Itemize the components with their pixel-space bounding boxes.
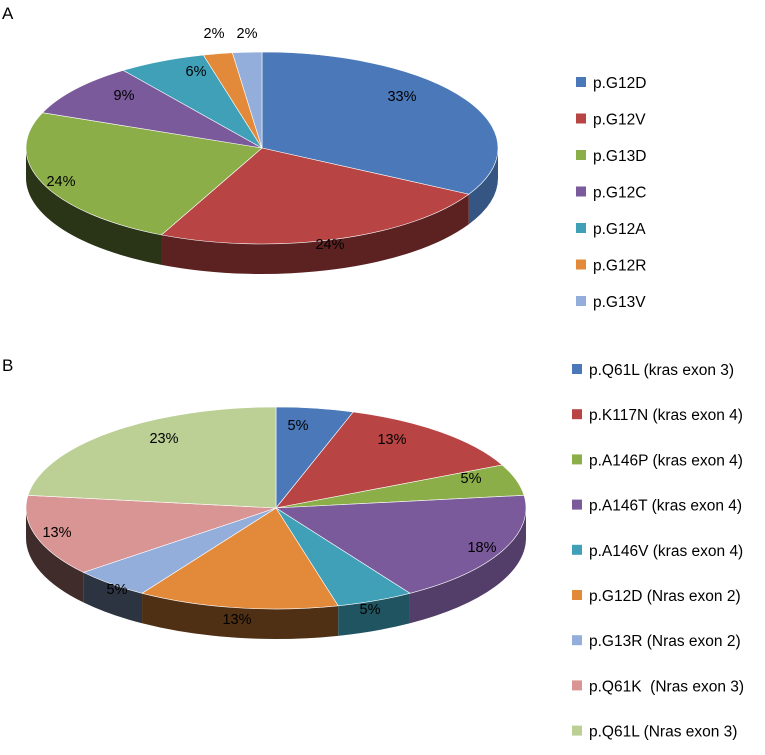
legend-swatch-p-g13v [576, 296, 586, 306]
legend-swatch-p-g12d [576, 77, 586, 87]
slice-p-g13v [232, 51, 263, 149]
slice-p-q61k-nras-exon-3 [25, 495, 277, 573]
legend-label-p-g12a: p.G12A [593, 221, 646, 238]
data-label-p-g12c: 9% [114, 88, 135, 104]
legend-swatch-p-k117n-kras-exon-4 [572, 409, 582, 420]
data-label-p-g12d-nras-exon-2: 13% [222, 612, 251, 628]
slice-side-p-a146t-kras-exon-4 [409, 508, 526, 624]
pie-chart-a: A 33%24%24%9%6%2% 2% p.G12Dp.G12Vp.G13Dp.… [2, 4, 646, 311]
legend-label-p-g12v: p.G12V [593, 112, 646, 129]
legend-swatch-p-g12v [576, 113, 586, 124]
legend-label-p-g12d: p.G12D [593, 75, 646, 92]
slice-side-p-g13d [26, 148, 162, 265]
slice-side-p-g12v [161, 194, 469, 274]
panel-label-a: A [2, 4, 14, 23]
legend-swatch-p-q61k-nras-exon-3 [572, 680, 582, 691]
legend-label-p-q61l-kras-exon-3: p.Q61L (kras exon 3) [589, 362, 734, 379]
legend-label-p-a146p-kras-exon-4: p.A146P (kras exon 4) [589, 452, 743, 469]
slice-p-g12d [261, 51, 499, 195]
data-label-p-k117n-kras-exon-4: 13% [377, 432, 406, 448]
slice-p-g12c [41, 70, 263, 149]
slice-side-p-g12d [468, 148, 498, 225]
data-label-p-a146t-kras-exon-4: 18% [467, 540, 496, 556]
legend-label-p-q61l-nras-exon-3: p.Q61L (Nras exon 3) [589, 724, 737, 741]
data-label-p-q61l-nras-exon-3: 23% [149, 431, 178, 447]
data-label-p-g12d: 33% [387, 89, 416, 105]
legend-swatch-p-g13r-nras-exon-2 [572, 635, 582, 646]
data-label-p-g12a: 6% [186, 64, 207, 80]
data-label-p-g12v: 24% [315, 237, 344, 253]
legend-swatch-p-q61l-kras-exon-3 [572, 364, 582, 374]
legend-label-p-g12r: p.G12R [593, 258, 646, 275]
data-label-p-q61l-kras-exon-3: 5% [288, 418, 309, 434]
slice-p-g12d-nras-exon-2 [141, 507, 339, 610]
legend-swatch-p-a146v-kras-exon-4 [572, 544, 582, 555]
panel-label-b: B [2, 356, 13, 375]
data-label-p-g13v: 2% [237, 26, 258, 42]
legend-label-p-q61k-nras-exon-3: p.Q61K (Nras exon 3) [589, 678, 744, 695]
slice-p-k117n-kras-exon-4 [275, 411, 503, 509]
legend-b: p.Q61L (kras exon 3) p.K117N (kras exon 4… [572, 362, 744, 741]
pie-chart-b: B 5% 13% 5% 18% 5% 13% 5% 13% 23% p.Q61L (kras e… [2, 356, 744, 741]
data-label-p-a146v-kras-exon-4: 5% [360, 602, 381, 618]
data-label-p-q61k-nras-exon-3: 13% [42, 525, 71, 541]
data-label-p-g13d: 24% [46, 174, 75, 190]
data-label-p-a146p-kras-exon-4: 5% [461, 471, 482, 487]
slice-p-q61l-nras-exon-3 [27, 406, 277, 509]
legend-swatch-p-g12a [576, 223, 586, 233]
legend-label-p-g13r-nras-exon-2: p.G13R (Nras exon 2) [589, 633, 741, 650]
slice-p-a146t-kras-exon-4 [275, 495, 527, 594]
legend-label-p-g12d-nras-exon-2: p.G12D (Nras exon 2) [589, 588, 741, 605]
slice-p-g12v [160, 147, 470, 245]
slice-p-g13d [25, 112, 263, 236]
legend-swatch-p-g12d-nras-exon-2 [572, 590, 582, 600]
data-label-p-g13r-nras-exon-2: 5% [107, 582, 128, 598]
legend-swatch-p-g12c [576, 186, 586, 197]
legend-swatch-p-a146t-kras-exon-4 [572, 499, 582, 510]
legend-label-p-k117n-kras-exon-4: p.K117N (kras exon 4) [589, 407, 743, 424]
legend-swatch-p-g12r [576, 259, 586, 270]
data-label-p-g12r: 2% [204, 26, 225, 42]
slice-side-p-g12d-nras-exon-2 [142, 593, 339, 639]
slice-side-p-g13r-nras-exon-2 [83, 572, 143, 624]
legend-label-p-g12c: p.G12C [593, 185, 646, 202]
legend-label-p-g13d: p.G13D [593, 148, 646, 165]
legend-label-p-a146t-kras-exon-4: p.A146T (kras exon 4) [589, 498, 742, 515]
legend-swatch-p-a146p-kras-exon-4 [572, 454, 582, 465]
legend-swatch-p-q61l-nras-exon-3 [572, 725, 582, 736]
legend-label-p-a146v-kras-exon-4: p.A146V (kras exon 4) [589, 543, 743, 560]
legend-swatch-p-g13d [576, 150, 586, 160]
legend-label-p-g13v: p.G13V [593, 294, 646, 311]
legend-a: p.G12D p.G12V p.G13D p.G12C p.G12A p.G12R p.G1… [576, 75, 646, 311]
